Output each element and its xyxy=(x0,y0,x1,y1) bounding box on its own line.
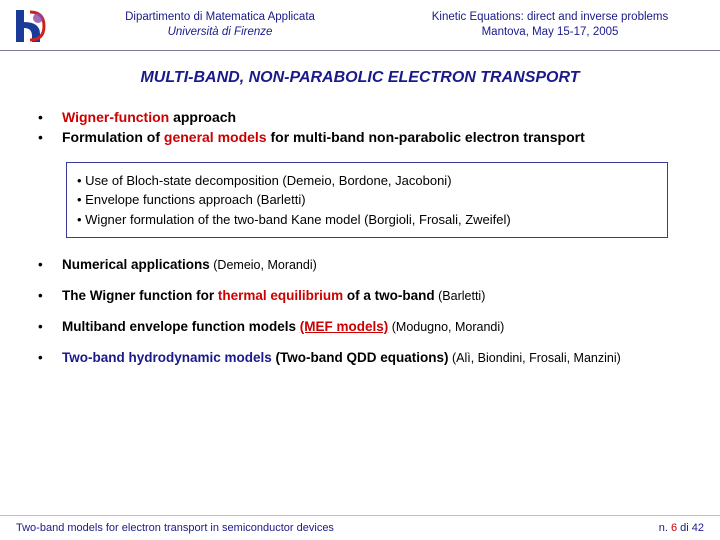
conference-title: Kinetic Equations: direct and inverse pr… xyxy=(390,10,710,25)
university-name: Università di Firenze xyxy=(60,25,380,40)
intro-bullet-1: •Wigner-function approach xyxy=(38,107,692,127)
slide-title: MULTI-BAND, NON-PARABOLIC ELECTRON TRANS… xyxy=(28,69,692,87)
header-left: Dipartimento di Matematica Applicata Uni… xyxy=(60,6,380,40)
list-item: •The Wigner function for thermal equilib… xyxy=(38,287,692,306)
slide-header: Dipartimento di Matematica Applicata Uni… xyxy=(0,0,720,51)
methods-box: • Use of Bloch-state decomposition (Deme… xyxy=(66,162,668,239)
box-line-3: • Wigner formulation of the two-band Kan… xyxy=(77,210,657,230)
header-right: Kinetic Equations: direct and inverse pr… xyxy=(390,6,710,40)
footer-title: Two-band models for electron transport i… xyxy=(16,522,334,534)
slide-footer: Two-band models for electron transport i… xyxy=(0,515,720,534)
list-item: •Multiband envelope function models (MEF… xyxy=(38,318,692,337)
university-logo xyxy=(10,6,50,46)
list-item: •Numerical applications (Demeio, Morandi… xyxy=(38,256,692,275)
box-line-2: • Envelope functions approach (Barletti) xyxy=(77,190,657,210)
list-item: •Two-band hydrodynamic models (Two-band … xyxy=(38,349,692,368)
topic-list: •Numerical applications (Demeio, Morandi… xyxy=(28,256,692,368)
conference-date: Mantova, May 15-17, 2005 xyxy=(390,25,710,40)
intro-bullet-2: •Formulation of general models for multi… xyxy=(38,127,692,147)
page-number: n. 6 di 42 xyxy=(659,522,704,534)
slide-content: MULTI-BAND, NON-PARABOLIC ELECTRON TRANS… xyxy=(0,51,720,368)
department-name: Dipartimento di Matematica Applicata xyxy=(60,10,380,25)
intro-bullets: •Wigner-function approach •Formulation o… xyxy=(28,107,692,148)
box-line-1: • Use of Bloch-state decomposition (Deme… xyxy=(77,171,657,191)
